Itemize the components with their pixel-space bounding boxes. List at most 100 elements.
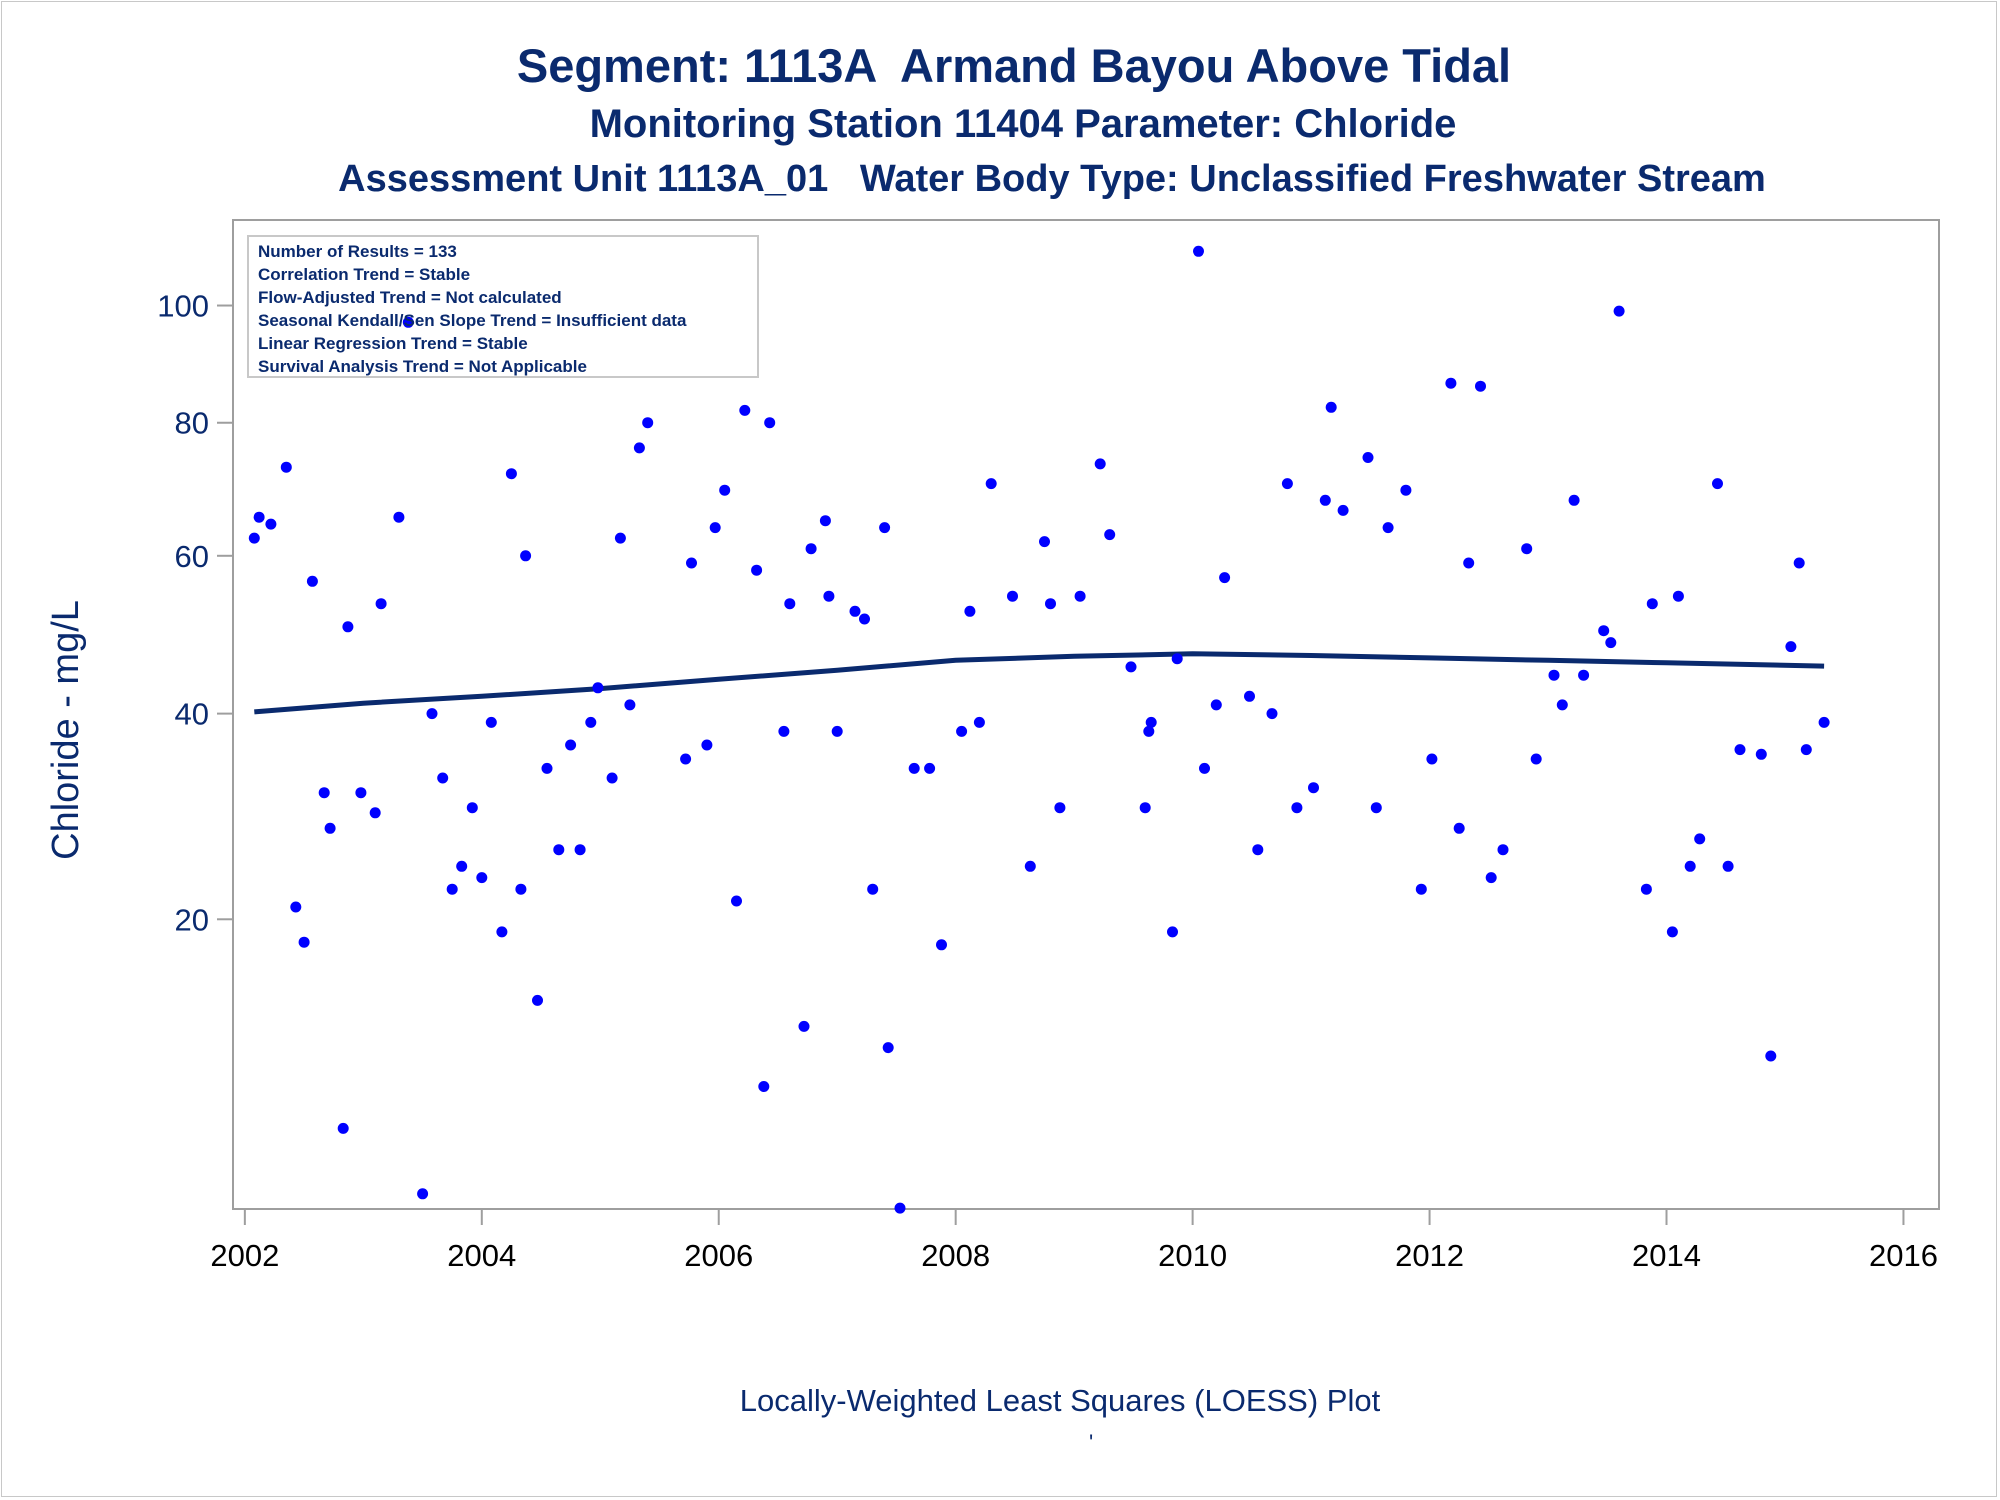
data-point (1646, 598, 1658, 610)
data-point (908, 762, 920, 774)
data-point (1007, 590, 1018, 602)
data-point (1171, 653, 1183, 665)
data-point (1548, 669, 1560, 681)
data-point (1125, 661, 1137, 673)
data-point (1045, 598, 1056, 610)
data-point (719, 484, 731, 496)
data-point (964, 605, 976, 617)
data-point (985, 478, 997, 490)
data-point (680, 753, 692, 765)
data-point (973, 716, 985, 728)
x-tick-label: 2006 (684, 1238, 753, 1273)
data-point (805, 543, 817, 555)
data-point (1712, 478, 1723, 490)
data-point (1266, 708, 1278, 720)
data-point (784, 598, 796, 610)
data-point (402, 316, 414, 328)
data-point (393, 511, 405, 523)
data-point (265, 518, 277, 530)
data-point (1568, 494, 1580, 506)
data-point (1485, 872, 1497, 884)
data-point (565, 739, 577, 751)
data-point (739, 404, 751, 416)
data-point (437, 772, 449, 784)
data-point (505, 468, 517, 480)
stats-line: Number of Results = 133 (258, 242, 457, 261)
data-point (1219, 572, 1231, 584)
data-point (355, 787, 367, 799)
data-point (798, 1020, 810, 1032)
y-tick-label: 60 (175, 539, 209, 574)
data-point (879, 522, 891, 534)
data-point (1054, 802, 1066, 814)
data-point (1199, 762, 1210, 774)
data-point (1167, 926, 1178, 938)
data-point (1210, 699, 1222, 711)
data-point (867, 883, 879, 895)
y-tick-label: 100 (157, 289, 209, 324)
stats-line: Flow-Adjusted Trend = Not calculated (258, 288, 562, 307)
stats-box: Number of Results = 133 Correlation Trend… (247, 235, 759, 378)
data-point (751, 564, 763, 576)
data-point (1362, 452, 1374, 463)
data-point (731, 895, 742, 907)
data-point (337, 1122, 349, 1134)
data-point (1039, 536, 1050, 548)
stats-line: Linear Regression Trend = Stable (258, 334, 528, 353)
data-point (1640, 883, 1652, 895)
x-tick-label: 2014 (1632, 1238, 1701, 1273)
data-point (375, 598, 387, 610)
data-point (1074, 590, 1086, 602)
data-point (1325, 401, 1337, 413)
data-point (1415, 883, 1427, 895)
y-tick-label: 80 (175, 406, 209, 441)
data-point (778, 725, 790, 737)
data-point (1598, 625, 1610, 637)
data-point (1281, 478, 1293, 490)
data-point (532, 994, 543, 1006)
data-point (1684, 860, 1696, 872)
data-point (1308, 782, 1319, 794)
data-point (758, 1081, 770, 1092)
x-axis: 2002 2004 2006 2008 2010 2012 2014 2016 (210, 1209, 1938, 1273)
data-point (956, 725, 968, 737)
data-point (1793, 557, 1805, 569)
data-point (936, 939, 947, 951)
x-tick-label: 2012 (1395, 1238, 1464, 1273)
x-tick-label: 2016 (1869, 1238, 1938, 1273)
data-point (1319, 494, 1331, 506)
data-point (614, 532, 626, 544)
data-point (624, 699, 636, 711)
x-tick-label: 2010 (1158, 1238, 1227, 1273)
data-point (606, 772, 618, 784)
stats-line: Survival Analysis Trend = Not Applicable (258, 357, 587, 376)
data-point (831, 725, 843, 737)
data-point (1139, 802, 1151, 814)
data-point (1094, 458, 1106, 470)
data-point (1382, 522, 1394, 534)
data-point (1143, 725, 1155, 737)
data-point (280, 461, 292, 473)
data-point (485, 716, 497, 728)
y-tick-label: 20 (175, 902, 209, 937)
data-point (686, 557, 697, 569)
data-point (318, 787, 330, 799)
data-point (701, 739, 713, 751)
stats-line: Correlation Trend = Stable (258, 265, 470, 284)
data-point (290, 901, 302, 913)
data-point (1556, 699, 1568, 711)
data-point (924, 762, 936, 774)
data-point (1605, 637, 1617, 649)
data-point (1104, 529, 1116, 541)
data-point (1445, 377, 1457, 389)
data-point (1453, 822, 1465, 834)
x-tick-label: 2004 (447, 1238, 516, 1273)
data-point (1818, 716, 1830, 728)
data-point (764, 417, 776, 429)
data-point (1463, 557, 1475, 569)
data-point (306, 575, 318, 587)
data-point (592, 682, 604, 694)
data-point (1722, 860, 1734, 872)
